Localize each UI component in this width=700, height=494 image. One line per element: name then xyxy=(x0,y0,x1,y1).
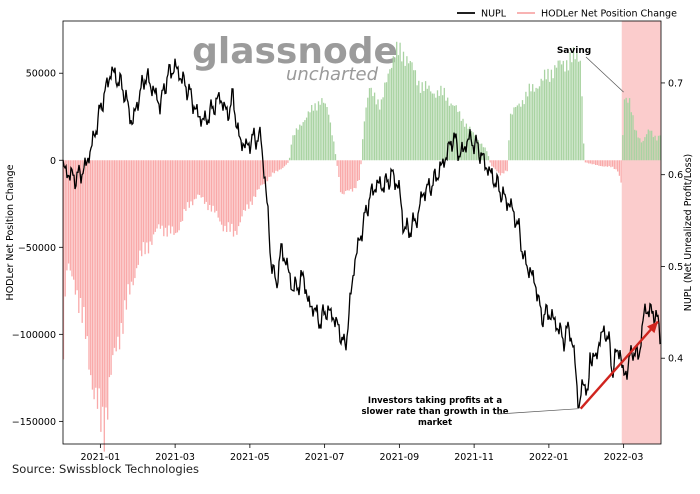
x-tick-label: 2021-07 xyxy=(305,452,345,463)
legend-label-nupl: NUPL xyxy=(481,9,507,20)
watermark-subtitle: uncharted xyxy=(286,64,379,85)
right-tick-label: 0.6 xyxy=(668,170,683,181)
right-axis-label: NUPL (Net Unrealized Profit/Loss) xyxy=(683,154,694,312)
annotation-saving: Saving xyxy=(557,46,591,56)
annotation-investors-line: slower rate than growth in the xyxy=(361,407,508,417)
left-tick-label: −50000 xyxy=(18,243,56,254)
x-tick-label: 2021-09 xyxy=(380,452,420,463)
trend-arrow-shaft xyxy=(579,320,659,410)
watermark-logo: glassnode xyxy=(192,31,398,72)
legend-label-hodl: HODLer Net Position Change xyxy=(541,9,677,20)
x-tick-label: 2021-03 xyxy=(155,452,195,463)
nupl-line xyxy=(62,58,662,409)
right-tick-label: 0.5 xyxy=(668,262,683,273)
annotation-investors-line: market xyxy=(418,418,452,428)
left-tick-label: 50000 xyxy=(26,69,56,80)
x-tick-label: 2021-11 xyxy=(454,452,494,463)
left-axis-label: HODLer Net Position Change xyxy=(5,164,16,300)
x-tick-label: 2021-05 xyxy=(230,452,270,463)
annotation-investors-pointer xyxy=(497,408,579,415)
left-tick-label: −100000 xyxy=(12,330,56,341)
x-tick-label: 2022-01 xyxy=(529,452,569,463)
right-tick-label: 0.4 xyxy=(668,354,683,365)
source-credit: Source: Swissblock Technologies xyxy=(12,462,199,476)
trend-arrow-head xyxy=(647,321,658,334)
left-tick-label: 0 xyxy=(50,156,56,167)
right-tick-label: 0.7 xyxy=(668,78,683,89)
x-tick-label: 2022-03 xyxy=(604,452,644,463)
left-tick-label: −150000 xyxy=(12,417,56,428)
plot-frame xyxy=(62,20,662,445)
highlight-region xyxy=(621,21,661,444)
annotation-saving-pointer xyxy=(585,56,624,93)
x-tick-label: 2021-01 xyxy=(81,452,121,463)
annotation-investors-line: Investors taking profits at a xyxy=(368,396,502,406)
